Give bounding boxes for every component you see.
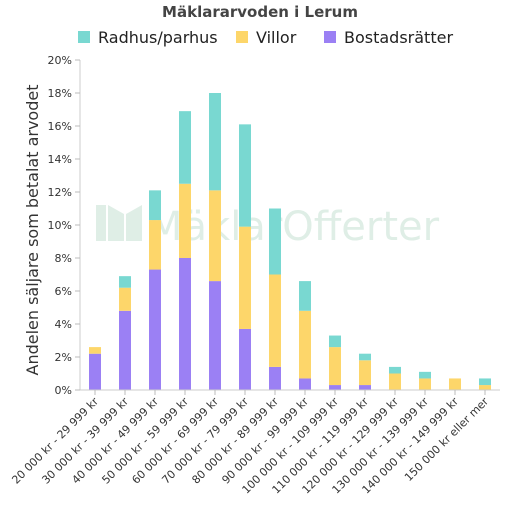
y-tick-label: 14% bbox=[48, 153, 72, 166]
bar-segment bbox=[299, 310, 311, 379]
y-tick-label: 6% bbox=[55, 285, 72, 298]
legend-swatch bbox=[324, 31, 336, 43]
bar-segment bbox=[299, 378, 311, 390]
y-axis-label: Andelen säljare som betalat arvodet bbox=[23, 85, 42, 376]
bar-segment bbox=[239, 124, 251, 227]
bar-segment bbox=[119, 310, 131, 390]
y-tick-label: 12% bbox=[48, 186, 72, 199]
y-tick-label: 8% bbox=[55, 252, 72, 265]
legend: Radhus/parhus Villor Bostadsrätter bbox=[78, 28, 453, 47]
bar-segment bbox=[89, 347, 101, 354]
bar-segment bbox=[209, 93, 221, 191]
watermark: MäklarOfferter bbox=[96, 204, 440, 250]
watermark-logo-icon bbox=[96, 205, 142, 241]
legend-label: Radhus/parhus bbox=[98, 28, 218, 47]
y-tick-label: 20% bbox=[48, 54, 72, 67]
legend-label: Villor bbox=[256, 28, 297, 47]
y-tick-label: 18% bbox=[48, 87, 72, 100]
bar-segment bbox=[119, 276, 131, 288]
bar-segment bbox=[479, 385, 491, 390]
bar-segment bbox=[329, 385, 341, 390]
legend-swatch bbox=[78, 31, 90, 43]
bar-segment bbox=[269, 366, 281, 390]
bar-segment bbox=[269, 274, 281, 367]
bars bbox=[89, 93, 491, 390]
bar-segment bbox=[329, 335, 341, 348]
bar-segment bbox=[449, 378, 461, 390]
bar-segment bbox=[149, 220, 161, 270]
bar-segment bbox=[209, 190, 221, 282]
watermark-text: MäklarOfferter bbox=[148, 204, 440, 250]
bar-segment bbox=[209, 281, 221, 390]
y-tick-label: 4% bbox=[55, 318, 72, 331]
bar-segment bbox=[329, 347, 341, 386]
legend-swatch bbox=[236, 31, 248, 43]
y-tick-label: 2% bbox=[55, 351, 72, 364]
y-tick-label: 10% bbox=[48, 219, 72, 232]
chart-title: Mäklararvoden i Lerum bbox=[162, 3, 358, 21]
bar-segment bbox=[239, 328, 251, 390]
y-axis: 0% 2% 4% 6% 8% 10% 12% 14% 16% 18% 20% bbox=[48, 54, 81, 397]
bar-segment bbox=[389, 366, 401, 374]
bar-segment bbox=[419, 378, 431, 390]
bar-segment bbox=[479, 378, 491, 386]
bar-segment bbox=[179, 183, 191, 258]
bar-segment bbox=[89, 353, 101, 390]
bar-segment bbox=[359, 360, 371, 386]
bar-segment bbox=[359, 353, 371, 361]
bar-segment bbox=[299, 281, 311, 311]
bar-segment bbox=[119, 287, 131, 311]
legend-label: Bostadsrätter bbox=[344, 28, 453, 47]
bar-segment bbox=[149, 190, 161, 221]
bar-segment bbox=[269, 208, 281, 275]
bar-segment bbox=[179, 111, 191, 184]
bar-segment bbox=[149, 269, 161, 390]
bar-segment bbox=[419, 371, 431, 379]
y-tick-label: 0% bbox=[55, 384, 72, 397]
bar-segment bbox=[239, 226, 251, 329]
y-tick-label: 16% bbox=[48, 120, 72, 133]
bar-segment bbox=[359, 385, 371, 390]
bar-segment bbox=[389, 373, 401, 390]
bar-segment bbox=[179, 258, 191, 390]
